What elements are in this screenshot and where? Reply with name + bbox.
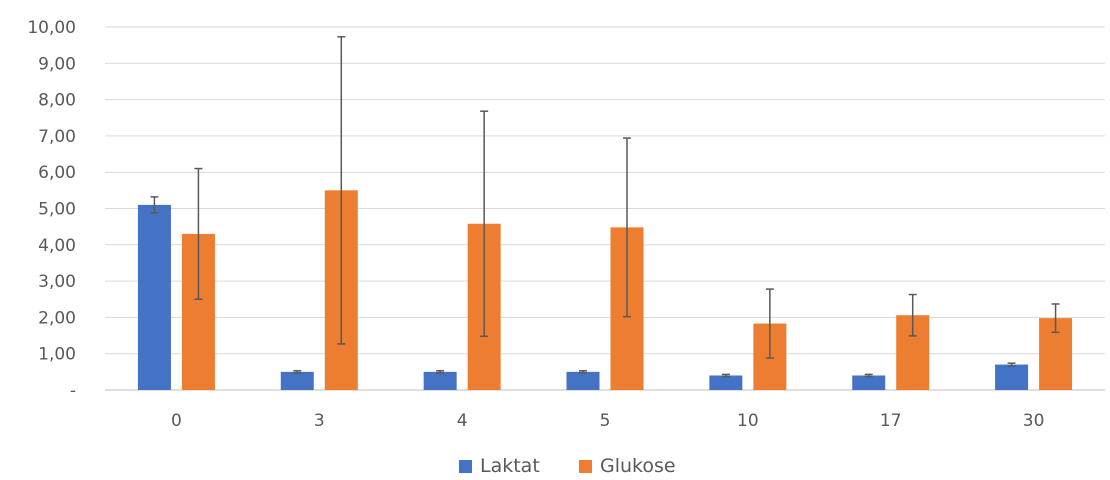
x-tick-label: 4 xyxy=(457,411,468,431)
legend-label-laktat: Laktat xyxy=(480,455,540,477)
x-tick-label: 0 xyxy=(171,411,182,431)
legend-swatch-glukose xyxy=(579,460,592,473)
bar-laktat xyxy=(280,371,314,390)
y-tick-label: 5,00 xyxy=(38,200,76,220)
x-tick-label: 17 xyxy=(880,411,902,431)
bar-laktat xyxy=(137,204,171,390)
bar-laktat xyxy=(423,371,457,390)
bar-laktat xyxy=(995,364,1029,390)
y-tick-label: 4,00 xyxy=(38,236,76,256)
y-tick-label: 6,00 xyxy=(38,163,76,183)
x-tick-label: 10 xyxy=(737,411,759,431)
y-tick-label: 9,00 xyxy=(38,54,76,74)
y-tick-label: 3,00 xyxy=(38,272,76,292)
x-tick-label: 5 xyxy=(600,411,611,431)
x-tick-label: 3 xyxy=(314,411,325,431)
y-tick-label: 1,00 xyxy=(38,345,76,365)
x-tick-label: 30 xyxy=(1023,411,1045,431)
bar-laktat xyxy=(709,375,743,390)
y-tick-label: 10,00 xyxy=(27,18,76,38)
legend-swatch-laktat xyxy=(459,460,472,473)
y-tick-label: 8,00 xyxy=(38,91,76,111)
y-tick-label: 2,00 xyxy=(38,308,76,328)
bar-laktat xyxy=(852,375,886,390)
y-tick-label: 7,00 xyxy=(38,127,76,147)
y-tick-label: - xyxy=(70,381,76,401)
bar-laktat xyxy=(566,371,600,390)
legend-label-glukose: Glukose xyxy=(600,455,676,477)
